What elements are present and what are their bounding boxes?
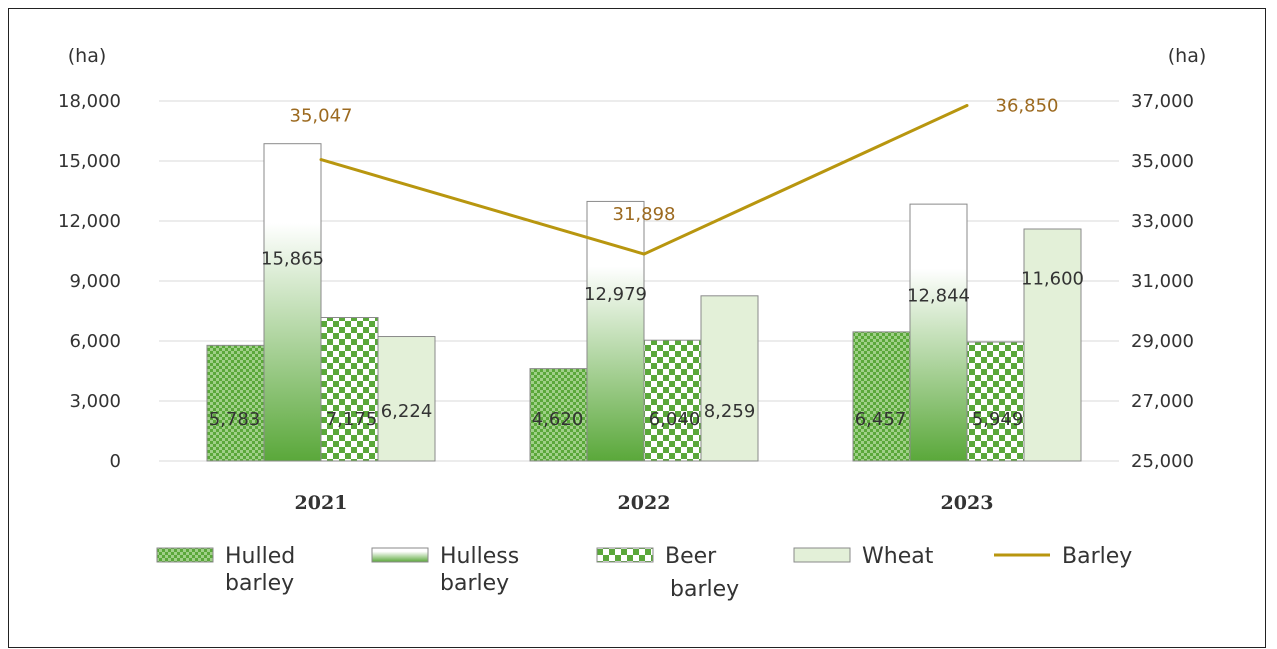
- bar-beer-barley-2022: [643, 339, 702, 462]
- line-data-label: 31,898: [613, 204, 676, 225]
- legend-swatch: [596, 547, 654, 563]
- legend-label: Beer: [665, 544, 717, 569]
- chart-frame: 0 3,000 6,000 9,000 12,000 15,000 18,000 (ha) 2…: [8, 8, 1266, 648]
- y-right-tick-label: 27,000: [1131, 391, 1194, 412]
- y-right-tick-label: 29,000: [1131, 331, 1194, 352]
- y-right-tick-label: 35,000: [1131, 151, 1194, 172]
- data-label: 6,040: [649, 409, 701, 430]
- bar-wheat-2021: [377, 336, 436, 462]
- legend-swatch: [793, 547, 851, 563]
- chart: 0 3,000 6,000 9,000 12,000 15,000 18,000 (ha) 2…: [58, 45, 1207, 602]
- bar-hulled-barley-2022: [529, 368, 588, 462]
- bar-wheat-2022: [700, 295, 759, 462]
- bar-hulless-barley-2023: [909, 203, 968, 462]
- legend-swatch: [156, 547, 214, 563]
- bar-hulless-barley-2021: [263, 143, 322, 462]
- legend-item-barley: Barley: [994, 544, 1132, 569]
- y-right-tick-label: 31,000: [1131, 271, 1194, 292]
- x-category-label: 2021: [295, 492, 348, 514]
- data-label: 5,783: [209, 409, 261, 430]
- y-left-tick-label: 9,000: [69, 271, 121, 292]
- y-right-unit: (ha): [1168, 45, 1207, 67]
- line-point: [642, 252, 646, 256]
- x-category-label: 2023: [941, 492, 994, 514]
- legend-label: Wheat: [862, 544, 934, 569]
- data-label: 11,600: [1021, 269, 1084, 290]
- x-category-label: 2022: [618, 492, 671, 514]
- legend-label: Hulless: [440, 544, 519, 569]
- y-left-tick-label: 12,000: [58, 211, 121, 232]
- y-left-tick-label: 15,000: [58, 151, 121, 172]
- data-label: 8,259: [704, 401, 756, 422]
- y-left-tick-label: 18,000: [58, 91, 121, 112]
- y-left-tick-label: 0: [110, 451, 121, 472]
- legend-swatch: [371, 547, 429, 563]
- data-label: 12,979: [584, 284, 647, 305]
- data-label: 12,844: [907, 286, 970, 307]
- data-label: 4,620: [532, 409, 584, 430]
- y-right-tick-label: 33,000: [1131, 211, 1194, 232]
- y-left-tick-label: 3,000: [69, 391, 121, 412]
- legend-label: Barley: [1062, 544, 1132, 569]
- legend-item-wheat: Wheat: [793, 544, 934, 569]
- legend-label: barley: [225, 571, 294, 596]
- legend-label: Hulled: [225, 544, 295, 569]
- legend-label: barley: [670, 577, 739, 602]
- y-right-tick-label: 37,000: [1131, 91, 1194, 112]
- bar-wheat-2023: [1023, 228, 1082, 462]
- data-label: 5,949: [972, 409, 1024, 430]
- line-data-label: 36,850: [996, 96, 1059, 117]
- y-left-unit: (ha): [68, 45, 107, 67]
- data-label: 6,457: [855, 409, 907, 430]
- y-right-tick-label: 25,000: [1131, 451, 1194, 472]
- bar-hulled-barley-2023: [852, 331, 911, 462]
- data-label: 7,175: [326, 409, 378, 430]
- data-label: 6,224: [381, 401, 433, 422]
- legend-item-beer-barley: Beer barley: [596, 544, 739, 602]
- legend-label: barley: [440, 571, 509, 596]
- bar-beer-barley-2023: [966, 341, 1025, 462]
- line-point: [965, 104, 969, 107]
- bar-beer-barley-2021: [320, 317, 379, 462]
- data-label: 15,865: [261, 248, 324, 269]
- y-left-tick-label: 6,000: [69, 331, 121, 352]
- bar-hulled-barley-2021: [206, 344, 265, 462]
- line-data-label: 35,047: [290, 106, 353, 127]
- line-point: [319, 158, 323, 162]
